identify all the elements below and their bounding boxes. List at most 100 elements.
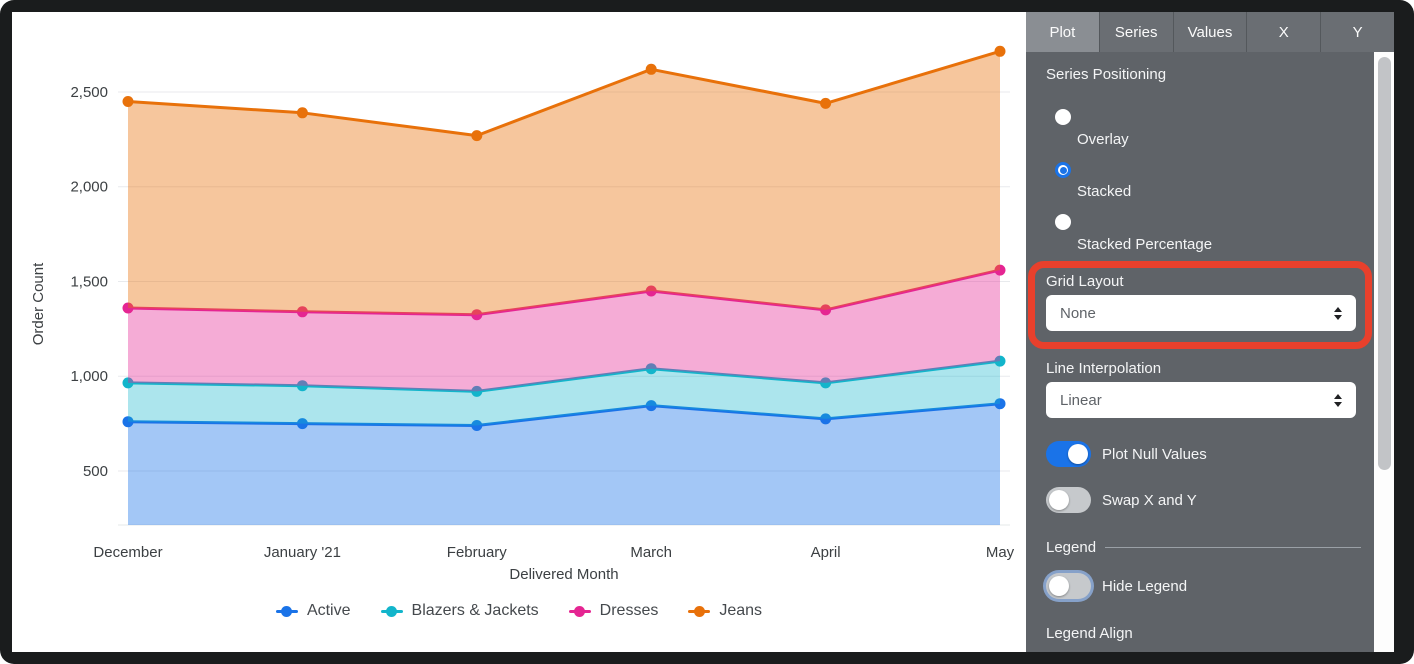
toggle-knob (1049, 490, 1069, 510)
radio-selected-dot (1059, 166, 1067, 174)
area-blazers-jackets (128, 361, 1000, 426)
point-blazers-jackets[interactable] (471, 385, 483, 397)
point-dresses[interactable] (645, 285, 657, 297)
x-tick-label: April (811, 544, 841, 561)
point-blazers-jackets[interactable] (296, 380, 308, 392)
x-tick-label: January '21 (264, 544, 341, 561)
line-interpolation-select[interactable]: Linear (1046, 382, 1356, 418)
point-blazers-jackets[interactable] (122, 377, 134, 389)
panel-scrollbar-track[interactable] (1374, 52, 1394, 652)
radio-overlay-label: Overlay (1077, 131, 1129, 148)
legend-label: Dresses (599, 602, 659, 619)
swap-x-and-y-label: Swap X and Y (1102, 492, 1197, 509)
hide-legend-label: Hide Legend (1102, 578, 1188, 595)
point-blazers-jackets[interactable] (994, 355, 1006, 367)
x-tick-label: February (447, 544, 508, 561)
point-jeans[interactable] (994, 45, 1006, 57)
grid-layout-value: None (1060, 304, 1096, 322)
point-active[interactable] (471, 420, 483, 431)
section-divider (1105, 547, 1361, 548)
chart-pane: 500 1,000 1,500 2,000 2,500 December January '… (12, 12, 1026, 652)
plot-null-values-label: Plot Null Values (1102, 446, 1207, 463)
panel-scrollbar-thumb[interactable] (1377, 57, 1391, 470)
radio-stacked-label: Stacked (1077, 183, 1132, 200)
point-active[interactable] (645, 400, 657, 412)
toggle-knob (1049, 576, 1069, 596)
y-tick-label: 500 (83, 463, 108, 480)
legend-item-active[interactable]: Active (275, 602, 351, 620)
radio-stacked-percentage[interactable] (1055, 214, 1071, 230)
legend-marker-icon (568, 605, 591, 617)
legend-item-jeans[interactable]: Jeans (688, 602, 762, 620)
series-positioning-label: Series Positioning (1046, 66, 1167, 83)
point-active[interactable] (994, 398, 1006, 410)
tab-series[interactable]: Series (1098, 12, 1173, 52)
legend-marker-icon (380, 605, 403, 617)
settings-panel: Plot Series Values X Y Series Positionin… (1026, 12, 1394, 652)
point-dresses[interactable] (471, 309, 483, 321)
select-updown-icon (1334, 306, 1342, 320)
legend-label: Blazers & Jackets (411, 602, 539, 619)
grid-layout-select[interactable]: None (1046, 295, 1356, 331)
x-tick-label: March (630, 544, 672, 561)
point-dresses[interactable] (122, 302, 134, 314)
legend-marker-icon (688, 605, 711, 617)
point-jeans[interactable] (471, 130, 483, 142)
point-dresses[interactable] (296, 306, 308, 318)
select-updown-icon (1334, 393, 1342, 407)
y-tick-label: 2,000 (70, 179, 108, 196)
point-jeans[interactable] (820, 97, 832, 109)
point-active[interactable] (820, 413, 832, 425)
y-tick-label: 1,000 (70, 368, 108, 385)
x-tick-label: May (986, 544, 1015, 561)
line-jeans (127, 49, 1001, 138)
legend-align-label: Legend Align (1046, 625, 1133, 642)
line-active (127, 402, 1001, 427)
tab-values[interactable]: Values (1172, 12, 1247, 52)
point-dresses[interactable] (994, 264, 1006, 276)
legend-item-dresses[interactable]: Dresses (568, 602, 659, 620)
stacked-area-chart: 500 1,000 1,500 2,000 2,500 December January '… (30, 45, 1015, 583)
panel-tab-bar: Plot Series Values X Y (1026, 12, 1394, 52)
point-active[interactable] (296, 418, 308, 430)
point-blazers-jackets[interactable] (645, 363, 657, 375)
toggle-knob (1068, 444, 1088, 464)
radio-overlay[interactable] (1055, 109, 1071, 125)
point-jeans[interactable] (645, 63, 657, 75)
area-active (128, 403, 1000, 525)
radio-stacked-percentage-label: Stacked Percentage (1077, 236, 1213, 253)
x-tick-label: December (93, 544, 162, 561)
plot-null-values-toggle[interactable] (1046, 441, 1091, 467)
tab-plot[interactable]: Plot (1026, 12, 1099, 52)
tab-x[interactable]: X (1246, 12, 1320, 52)
chart-legend: Active Blazers & Jackets Dresses Jeans (12, 602, 1026, 620)
panel-body: Series Positioning Overlay Stacked Stack… (1026, 52, 1394, 652)
tab-y[interactable]: Y (1320, 12, 1394, 52)
point-jeans[interactable] (122, 96, 134, 107)
legend-marker-icon (275, 605, 298, 617)
point-jeans[interactable] (296, 107, 308, 119)
y-tick-label: 2,500 (70, 84, 108, 101)
legend-section-label: Legend (1046, 539, 1097, 556)
x-axis-title: Delivered Month (509, 566, 618, 583)
point-active[interactable] (122, 416, 134, 428)
grid-layout-label: Grid Layout (1046, 273, 1124, 290)
point-blazers-jackets[interactable] (820, 377, 832, 389)
y-tick-label: 1,500 (70, 274, 108, 291)
swap-x-and-y-toggle[interactable] (1046, 487, 1091, 513)
legend-label: Jeans (719, 602, 763, 619)
window-content: 500 1,000 1,500 2,000 2,500 December January '… (12, 12, 1394, 652)
radio-stacked[interactable] (1055, 162, 1071, 178)
line-interpolation-label: Line Interpolation (1046, 360, 1162, 377)
line-blazers-jackets (127, 359, 1001, 393)
legend-label: Active (306, 602, 351, 619)
line-interpolation-value: Linear (1060, 391, 1102, 409)
legend-item-blazers-jackets[interactable]: Blazers & Jackets (380, 602, 539, 620)
area-dresses (128, 270, 1000, 392)
y-axis-title: Order Count (30, 262, 47, 345)
point-dresses[interactable] (820, 304, 832, 316)
hide-legend-toggle[interactable] (1046, 573, 1091, 599)
line-dresses (127, 268, 1001, 317)
area-jeans (128, 51, 1000, 315)
